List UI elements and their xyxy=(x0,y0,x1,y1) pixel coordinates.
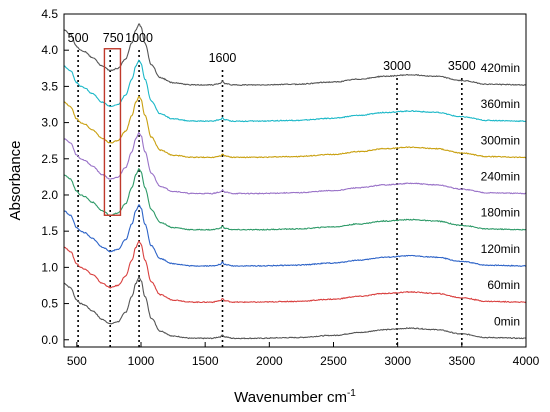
series-label-0min: 0min xyxy=(494,314,520,328)
series-group xyxy=(64,23,526,340)
series-line-0min xyxy=(64,276,526,340)
y-tick-label: 4.5 xyxy=(41,7,58,21)
series-line-300min xyxy=(64,95,526,159)
y-tick-label: 1.0 xyxy=(41,260,58,274)
series-label-240min: 240min xyxy=(481,170,520,184)
x-tick-label: 1500 xyxy=(192,354,219,368)
series-label-300min: 300min xyxy=(481,133,520,147)
peak-label: 500 xyxy=(68,31,89,45)
series-labels: 0min 60min 120min 180min 240min 300min 360min 4… xyxy=(481,61,520,328)
plot-frame xyxy=(63,13,527,348)
peak-label: 3000 xyxy=(383,59,411,73)
series-label-120min: 120min xyxy=(481,242,520,256)
highlight-rect xyxy=(103,48,122,216)
y-axis-ticks: 0.0 0.5 1.0 1.5 2.0 2.5 3.0 3.5 4.0 4.5 xyxy=(41,7,69,347)
series-label-180min: 180min xyxy=(481,206,520,220)
y-tick-label: 2.0 xyxy=(41,188,58,202)
x-axis-label-text: Wavenumber cm xyxy=(234,389,347,406)
peak-labels: 500 750 1000 1600 3000 3500 xyxy=(68,31,476,73)
x-tick-label: 3000 xyxy=(384,354,411,368)
y-tick-label: 3.0 xyxy=(41,116,58,130)
peak-label: 750 xyxy=(103,31,124,45)
y-tick-label: 0.0 xyxy=(41,333,58,347)
x-axis-ticks: 500 1000 1500 2000 2500 3000 3500 4000 xyxy=(67,342,540,368)
x-tick-label: 4000 xyxy=(513,354,540,368)
y-tick-label: 3.5 xyxy=(41,79,58,93)
series-line-60min xyxy=(64,240,526,304)
series-line-120min xyxy=(64,204,526,268)
y-axis-label: Absorbance xyxy=(7,140,24,220)
y-tick-label: 4.0 xyxy=(41,43,58,57)
series-line-180min xyxy=(64,167,526,231)
series-label-420min: 420min xyxy=(481,61,520,75)
y-tick-label: 0.5 xyxy=(41,297,58,311)
peak-label: 1000 xyxy=(125,31,153,45)
x-axis-label-sup: -1 xyxy=(347,388,356,399)
series-label-360min: 360min xyxy=(481,97,520,111)
series-line-360min xyxy=(64,59,526,123)
x-tick-label: 2500 xyxy=(320,354,347,368)
x-tick-label: 500 xyxy=(67,354,87,368)
series-line-420min xyxy=(64,23,526,86)
reference-lines xyxy=(77,50,463,347)
x-tick-label: 3500 xyxy=(448,354,475,368)
y-tick-label: 1.5 xyxy=(41,224,58,238)
x-tick-label: 2000 xyxy=(256,354,283,368)
x-axis-label: Wavenumber cm-1 xyxy=(234,388,356,406)
series-line-240min xyxy=(64,131,526,195)
y-tick-label: 2.5 xyxy=(41,152,58,166)
series-label-60min: 60min xyxy=(487,278,520,292)
x-tick-label: 1000 xyxy=(128,354,155,368)
highlight-box xyxy=(103,48,122,216)
peak-label: 3500 xyxy=(448,59,476,73)
peak-label: 1600 xyxy=(209,51,237,65)
